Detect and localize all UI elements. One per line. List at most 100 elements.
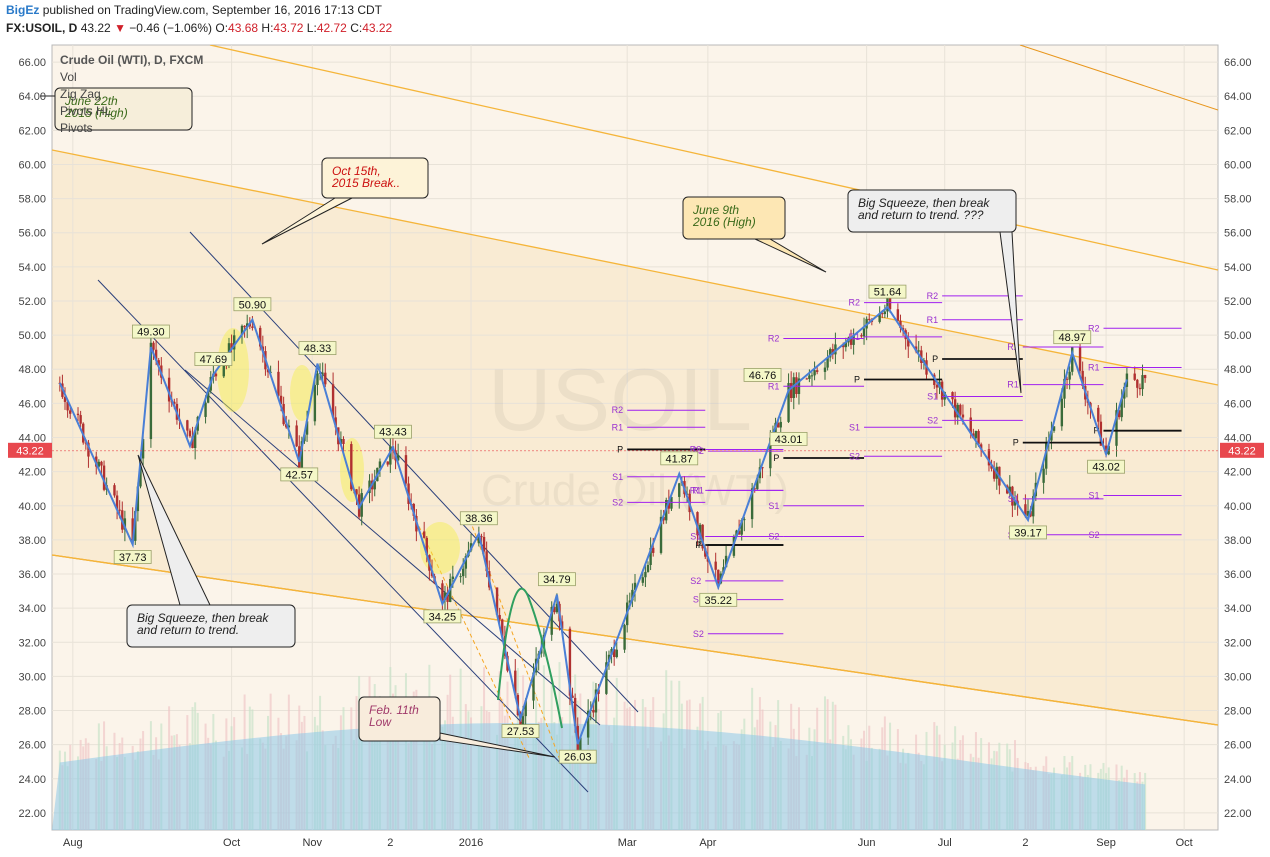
candle-body [605, 662, 608, 694]
candle-body [360, 493, 363, 517]
candle-body [524, 700, 527, 717]
y-tick-left: 46.00 [18, 398, 46, 410]
candle-body [204, 402, 207, 417]
axes: 22.00 22.00 24.00 24.00 26.00 26.00 28.00 28.00… [8, 57, 1264, 849]
x-tick: Oct [223, 837, 240, 849]
y-tick-right: 60.00 [1224, 159, 1252, 171]
y-tick-left: 34.00 [18, 603, 46, 615]
candle-body [84, 442, 88, 444]
pivot-label-s1: S1 [768, 501, 779, 511]
candle-body [154, 349, 158, 361]
pivot-label-r1: R1 [692, 485, 704, 495]
pivot-label-r2: R2 [768, 334, 780, 344]
channel-line-orange [209, 45, 1218, 271]
candle-body [992, 468, 996, 479]
candle-body [678, 483, 681, 497]
candle-body [355, 489, 358, 495]
y-tick-right: 24.00 [1224, 774, 1252, 786]
y-tick-right: 62.00 [1224, 125, 1252, 137]
high-value: 43.72 [273, 21, 304, 35]
candle-body [1042, 468, 1045, 483]
candle-body [498, 614, 501, 620]
pivot-label-s1: S1 [693, 595, 704, 605]
indicator-legend: Crude Oil (WTI), D, FXCM Vol Zig Zag Pivots… [60, 53, 203, 135]
peak-label-box [113, 550, 152, 564]
candle-body [404, 455, 408, 484]
channel-line-dark [97, 279, 589, 793]
candle-body [815, 370, 819, 372]
candle-body [829, 349, 832, 358]
peak-label-box [660, 451, 699, 466]
x-tick: Nov [302, 837, 322, 849]
y-tick-right: 58.00 [1224, 194, 1252, 206]
peak-label-box [1087, 459, 1125, 474]
candle-body [740, 520, 743, 535]
callout-box [358, 696, 441, 742]
callout-text: and return to trend. ??? [858, 208, 984, 222]
candle-body [987, 449, 991, 466]
pivot-label-r2: R2 [927, 291, 939, 301]
y-tick-right: 56.00 [1224, 228, 1252, 240]
low-value: 42.72 [316, 21, 347, 35]
candle-body [810, 375, 814, 377]
candle-body [123, 518, 127, 530]
legend-item: Zig Zag [60, 87, 101, 101]
y-tick-right: 50.00 [1224, 330, 1252, 342]
candle-body [386, 461, 389, 465]
candle-body [724, 555, 728, 568]
peak-label: 41.87 [665, 453, 693, 465]
pivots-layer: P R1 R2 S1 S2 P R1 R2 S1 S2 P R1 R2 S1 S2 P R1 R2 S1 S2 P R1 R… [612, 291, 1182, 639]
candle-body [990, 465, 993, 469]
pivot-label-s2: S2 [849, 451, 860, 461]
candle-body [594, 689, 598, 713]
author-link[interactable]: BigEz [6, 3, 40, 17]
price-change: −0.46 (−1.06%) [129, 21, 213, 35]
candle-body [462, 568, 465, 577]
channel-line-orange [52, 149, 1218, 386]
candle-body [373, 481, 376, 490]
candle-body [776, 422, 780, 428]
pivot-label-r2: R2 [1088, 323, 1100, 333]
candle-body [883, 311, 887, 315]
candle-body [63, 396, 67, 402]
candle-body [597, 689, 600, 694]
candle-body [464, 556, 468, 569]
candle-body [115, 495, 119, 510]
open-value: 43.68 [228, 21, 259, 35]
y-tick-left: 44.00 [18, 433, 46, 445]
candle-body [188, 430, 192, 437]
candle-body [495, 587, 499, 615]
candle-body [69, 410, 72, 414]
y-tick-left: 22.00 [18, 808, 46, 820]
high-label: H: [261, 21, 274, 35]
pivot-label-s1: S1 [1088, 491, 1099, 501]
candle-body [313, 385, 317, 422]
pivot-label-r2: R2 [690, 444, 702, 454]
candle-body [152, 342, 155, 350]
candle-body [1050, 430, 1053, 441]
candle-body [300, 441, 304, 471]
channel-line-dark [184, 369, 601, 726]
publish-line: BigEz published on TradingView.com, Sept… [6, 3, 382, 17]
candle-body [868, 318, 871, 320]
candle-body [917, 350, 920, 352]
peak-label-box [280, 467, 319, 482]
candle-body [157, 360, 160, 366]
candle-body [295, 425, 298, 447]
y-tick-right: 46.00 [1224, 398, 1252, 410]
candle-body [659, 516, 663, 553]
candle-body [1097, 407, 1100, 422]
candle-body [100, 461, 103, 466]
candle-body [961, 414, 965, 418]
candle-body [1024, 504, 1027, 516]
symbol-name: FX:USOIL, D [6, 21, 78, 35]
x-tick: Apr [699, 837, 716, 849]
peak-label: 42.57 [285, 469, 313, 481]
candle-body [441, 583, 444, 601]
channel-lines [52, 45, 1218, 793]
pivot-label-s2: S2 [690, 576, 701, 586]
y-tick-left: 64.00 [18, 91, 46, 103]
candle-body [173, 401, 176, 404]
candle-body [243, 325, 246, 328]
